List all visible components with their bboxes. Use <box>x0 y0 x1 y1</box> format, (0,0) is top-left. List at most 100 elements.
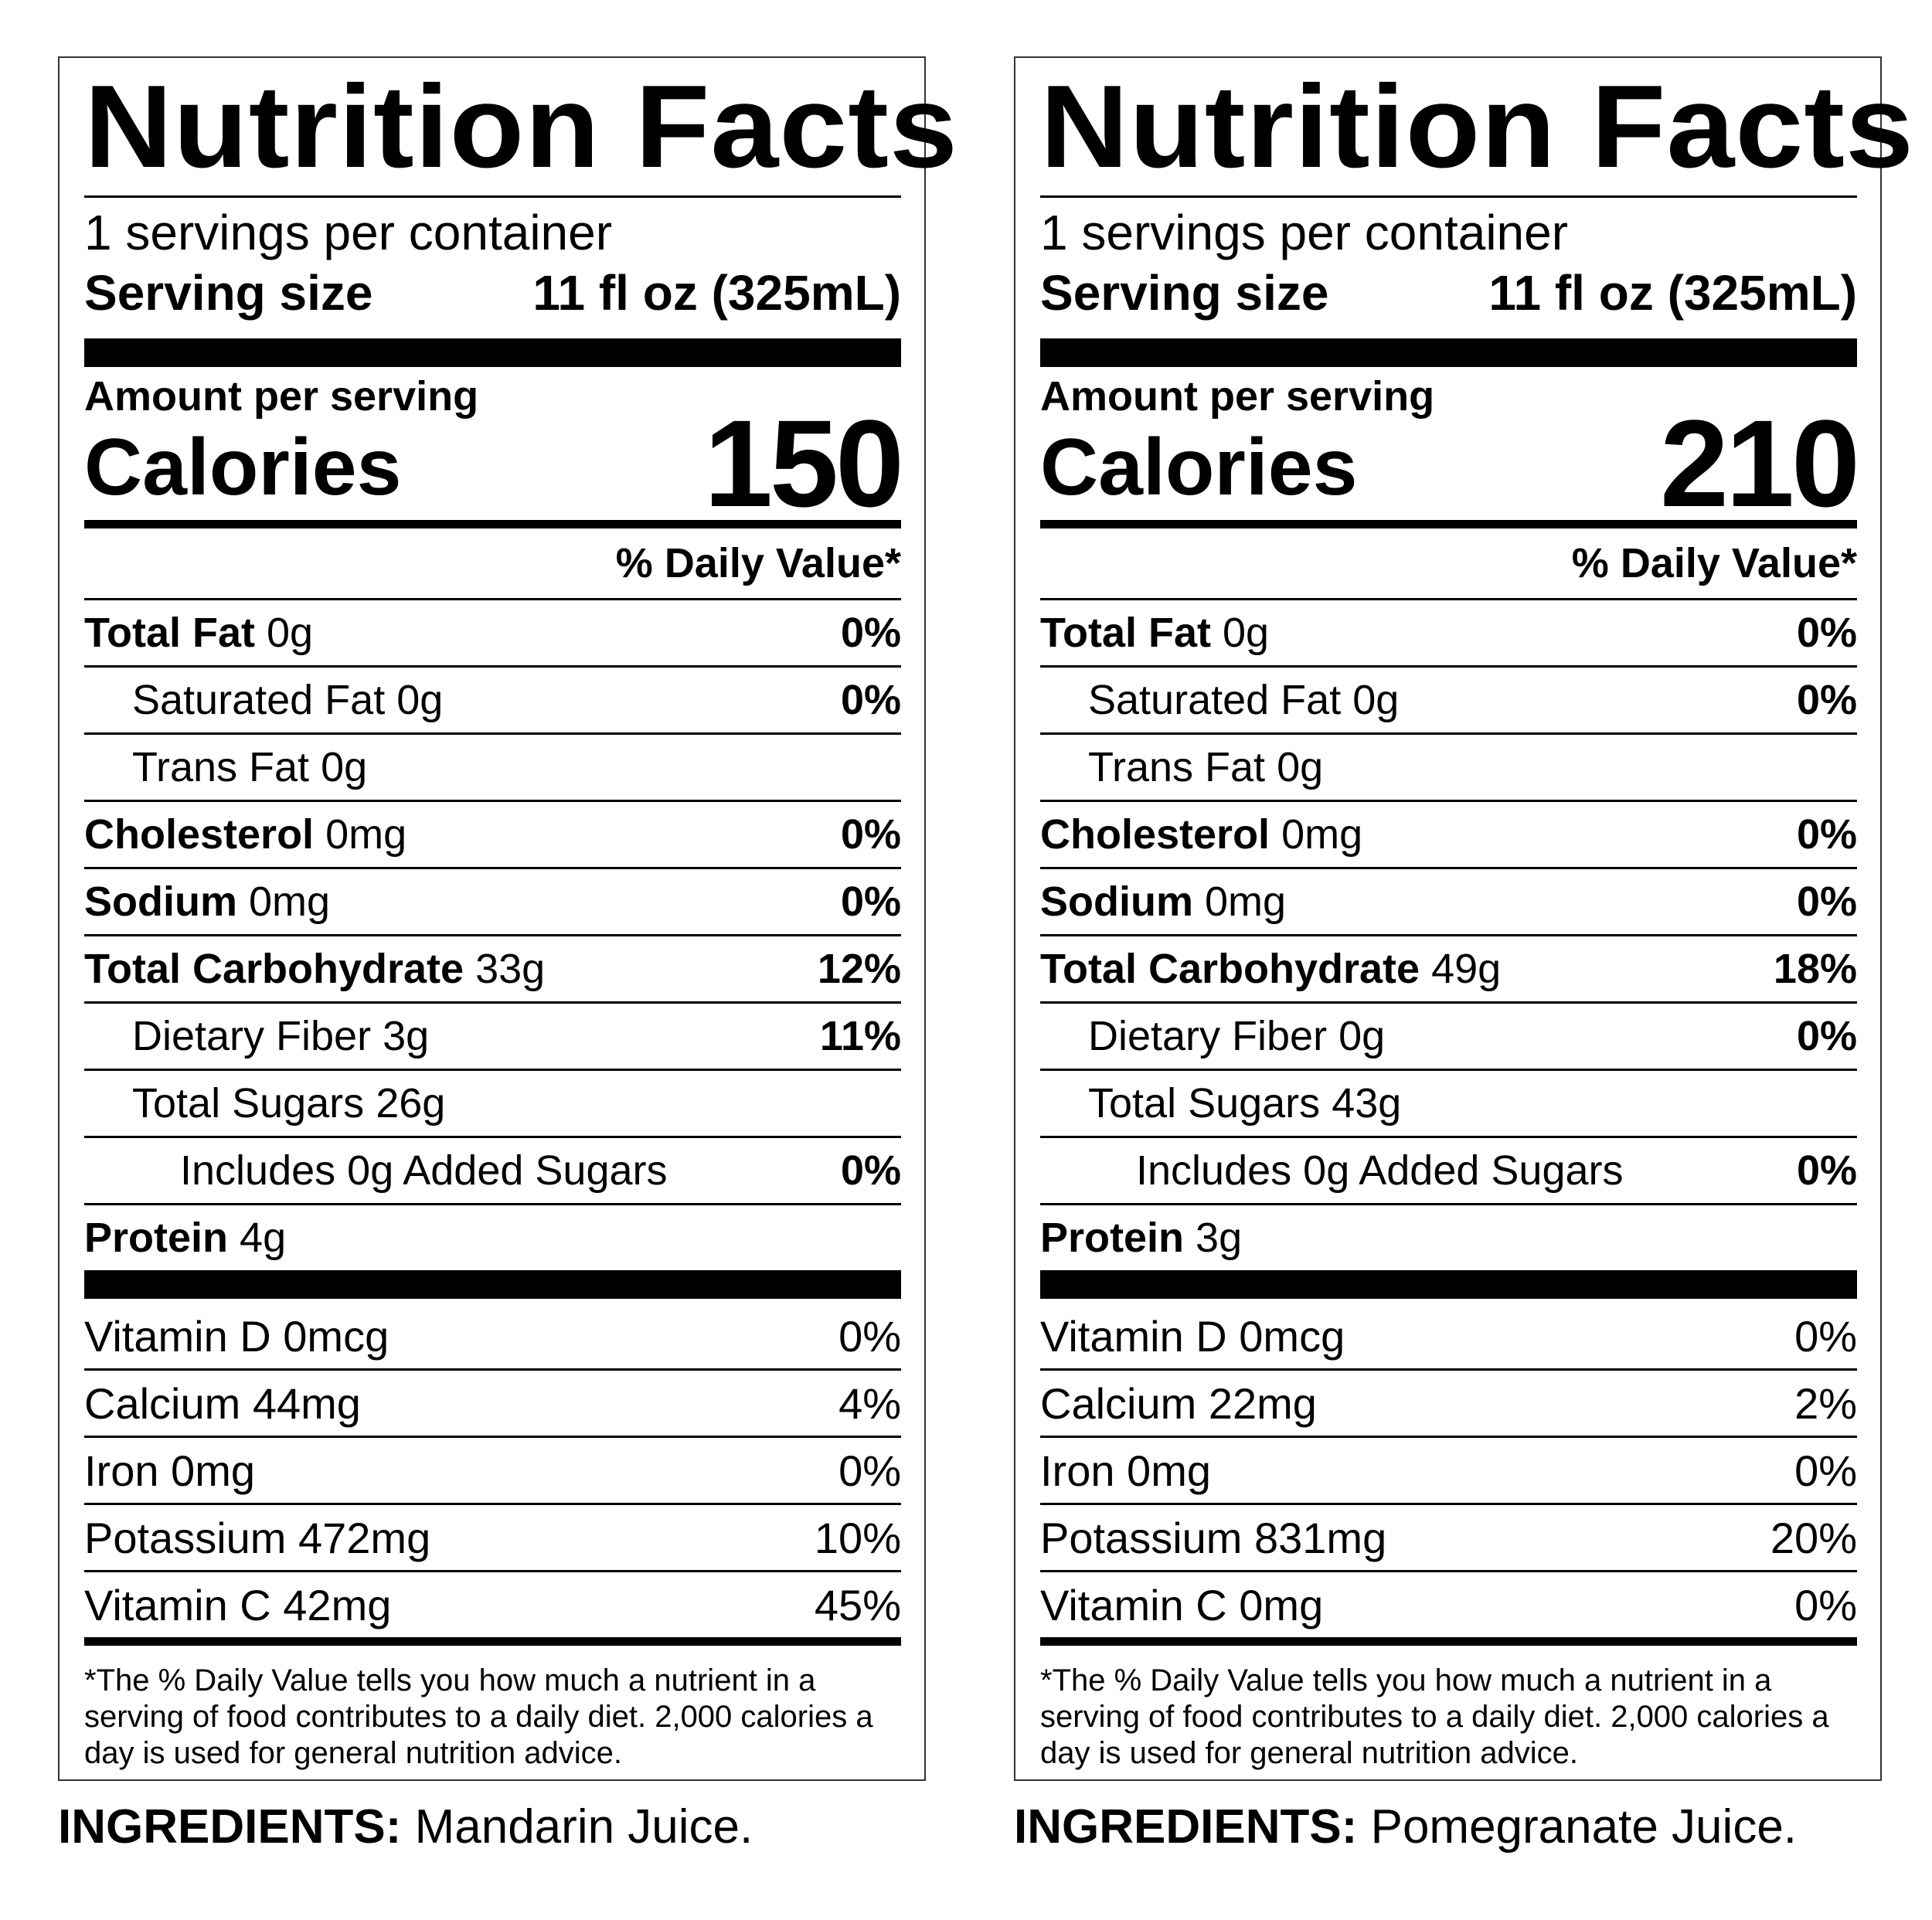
vitamin-row: Vitamin C 0mg 0% <box>1040 1570 1857 1637</box>
footnote-line: *The % Daily Value tells you how much a … <box>1040 1663 1772 1697</box>
vitamin-row: Potassium 472mg 10% <box>84 1503 901 1570</box>
vitamin-row: Calcium 44mg 4% <box>84 1368 901 1436</box>
nutrient-amount: 0g <box>321 744 368 790</box>
nutrient-amount: 4g <box>240 1215 287 1261</box>
serving-size-label: Serving size <box>1040 265 1329 321</box>
footnote-line: *The % Daily Value tells you how much a … <box>84 1663 816 1697</box>
servings-per-container: 1 servings per container <box>84 205 613 260</box>
nutrient-row-total-fat: Total Fat 0g 0% <box>84 598 901 665</box>
amount-per-serving: Amount per serving <box>84 373 479 420</box>
nutrient-row-dietary-fiber: Dietary Fiber 0g 0% <box>1040 1001 1857 1069</box>
nutrient-row-cholesterol: Cholesterol 0mg 0% <box>1040 800 1857 867</box>
nutrient-name: Total Sugars <box>1088 1080 1321 1127</box>
calories-row: Calories 150 <box>84 402 904 525</box>
nutrient-name: Total Sugars <box>132 1080 365 1127</box>
nutrient-name: Total Fat <box>1040 610 1211 656</box>
ingredients-pomegranate: INGREDIENTS: Pomegranate Juice. <box>1014 1796 1797 1858</box>
nutrient-row-total-carbohydrate: Total Carbohydrate 33g 12% <box>84 934 901 1001</box>
nutrient-amount: 0g <box>396 677 444 723</box>
nutrient-row-total-sugars: Total Sugars 43g <box>1040 1069 1857 1136</box>
nutrient-dv: 11% <box>819 1013 901 1059</box>
divider-thick <box>84 1270 901 1299</box>
nutrient-amount: 43g <box>1332 1080 1402 1127</box>
nutrient-dv: 0% <box>840 610 901 656</box>
nutrient-amount: 0g <box>267 610 314 656</box>
nutrient-amount: 3g <box>1196 1215 1243 1261</box>
vitamin-dv: 10% <box>814 1513 901 1562</box>
nutrient-name: Protein <box>84 1215 229 1261</box>
nutrient-dv: 0% <box>840 811 901 858</box>
nutrient-row-cholesterol: Cholesterol 0mg 0% <box>84 800 901 867</box>
divider-thick <box>84 338 901 367</box>
nutrient-row-total-fat: Total Fat 0g 0% <box>1040 598 1857 665</box>
nutrient-name: Saturated Fat <box>1088 677 1342 723</box>
nutrient-amount: 0g <box>1223 610 1270 656</box>
vitamin-row: Iron 0mg 0% <box>1040 1436 1857 1503</box>
nutrition-label-pomegranate: Nutrition Facts 1 servings per container… <box>1014 56 1913 1781</box>
serving-size-row: Serving size 11 fl oz (325mL) <box>84 263 901 323</box>
nutrient-amount: 3g <box>383 1013 430 1059</box>
nutrient-name: Trans Fat <box>132 744 310 790</box>
vitamin-row: Vitamin D 0mcg 0% <box>1040 1303 1857 1368</box>
nutrient-dv: 0% <box>1796 878 1857 925</box>
vitamin-dv: 0% <box>838 1311 901 1361</box>
nutrient-amount: 0mg <box>1205 878 1287 925</box>
nutrient-dv: 18% <box>1773 946 1857 992</box>
vitamin-name: Vitamin C 42mg <box>84 1580 392 1629</box>
nutrient-dv: 0% <box>840 677 901 723</box>
footnote-line: serving of food contributes to a daily d… <box>1040 1700 1829 1734</box>
nutrient-row-sodium: Sodium 0mg 0% <box>84 867 901 934</box>
vitamin-dv: 0% <box>1794 1311 1857 1361</box>
nutrient-dv: 0% <box>1796 610 1857 656</box>
ingredients-value: Pomegranate Juice. <box>1370 1800 1798 1854</box>
footnote-line: day is used for general nutrition advice… <box>1040 1736 1578 1770</box>
servings-per-container: 1 servings per container <box>1040 205 1569 260</box>
nutrient-row-added-sugars: Includes 0g Added Sugars 0% <box>1040 1136 1857 1203</box>
nutrient-amount: 33g <box>475 946 546 992</box>
daily-value-header: % Daily Value* <box>1571 540 1857 586</box>
nutrient-dv: 12% <box>817 946 901 992</box>
vitamin-name: Potassium 472mg <box>84 1513 431 1562</box>
nutrient-row-saturated-fat: Saturated Fat 0g 0% <box>84 665 901 732</box>
nutrient-name: Protein <box>1040 1215 1185 1261</box>
nutrient-name: Dietary Fiber <box>132 1013 372 1059</box>
nutrient-row-protein: Protein 3g <box>1040 1203 1857 1270</box>
vitamin-row: Vitamin C 42mg 45% <box>84 1570 901 1637</box>
vitamin-name: Potassium 831mg <box>1040 1513 1387 1562</box>
vitamin-name: Vitamin C 0mg <box>1040 1580 1324 1629</box>
nutrient-row-protein: Protein 4g <box>84 1203 901 1270</box>
nutrient-row-saturated-fat: Saturated Fat 0g 0% <box>1040 665 1857 732</box>
divider-medium <box>1040 1637 1857 1646</box>
label-title: Nutrition Facts <box>84 61 958 192</box>
nutrient-amount: 0g <box>1277 744 1324 790</box>
nutrient-row-total-sugars: Total Sugars 26g <box>84 1069 901 1136</box>
nutrient-row-sodium: Sodium 0mg 0% <box>1040 867 1857 934</box>
serving-size-label: Serving size <box>84 265 373 321</box>
vitamin-row: Potassium 831mg 20% <box>1040 1503 1857 1570</box>
vitamin-dv: 2% <box>1794 1378 1857 1428</box>
nutrient-row-trans-fat: Trans Fat 0g <box>84 732 901 800</box>
nutrient-name: Includes <box>180 1147 336 1194</box>
vitamin-dv: 0% <box>1794 1446 1857 1495</box>
nutrient-name: Cholesterol <box>1040 811 1270 858</box>
vitamin-name: Iron 0mg <box>84 1446 255 1495</box>
footnote: *The % Daily Value tells you how much a … <box>84 1663 901 1772</box>
nutrient-row-dietary-fiber: Dietary Fiber 3g 11% <box>84 1001 901 1069</box>
label-title: Nutrition Facts <box>1040 61 1914 192</box>
nutrient-dv: 0% <box>1796 811 1857 858</box>
nutrient-row-added-sugars: Includes 0g Added Sugars 0% <box>84 1136 901 1203</box>
nutrient-name: Dietary Fiber <box>1088 1013 1328 1059</box>
nutrient-dv: 0% <box>1796 1013 1857 1059</box>
vitamin-dv: 0% <box>838 1446 901 1495</box>
divider-thick <box>1040 338 1857 367</box>
calories-value: 150 <box>704 394 904 532</box>
nutrient-name: Total Fat <box>84 610 255 656</box>
nutrient-name: Saturated Fat <box>132 677 386 723</box>
amount-per-serving: Amount per serving <box>1040 373 1435 420</box>
daily-value-header: % Daily Value* <box>615 540 901 586</box>
nutrient-amount: 0g Added Sugars <box>347 1147 668 1194</box>
vitamin-name: Calcium 22mg <box>1040 1378 1317 1428</box>
divider-thick <box>1040 1270 1857 1299</box>
nutrient-name: Sodium <box>1040 878 1193 925</box>
serving-size-value: 11 fl oz (325mL) <box>1488 265 1857 321</box>
